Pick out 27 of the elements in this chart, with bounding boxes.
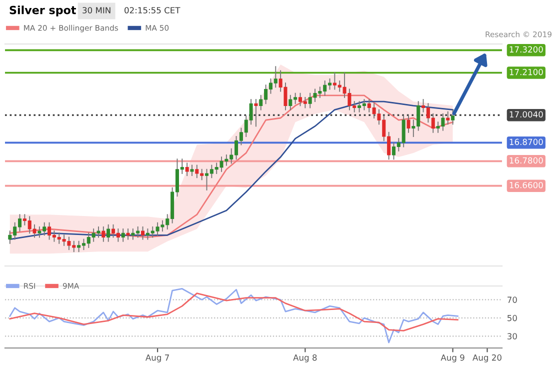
ref-line-label: 17.0040 — [510, 111, 543, 118]
ref-line-label: 16.6600 — [510, 182, 543, 188]
y-tick-label: 50 — [508, 314, 517, 322]
ref-line-label: 16.8700 — [510, 138, 543, 146]
candlestick — [190, 164, 194, 176]
candlestick — [141, 226, 145, 240]
candlestick — [126, 228, 130, 240]
candlestick — [121, 228, 125, 242]
candlestick — [106, 224, 110, 242]
ref-line-label: 17.3200 — [510, 46, 543, 53]
x-tick-label: Aug 9 — [440, 354, 464, 362]
chart-title: Silver spot — [10, 6, 76, 16]
ref-line-label: 17.2100 — [510, 68, 543, 76]
candlestick — [254, 99, 258, 127]
x-tick-label: Aug 7 — [146, 354, 169, 362]
chart-subtitle: 30 MIN — [82, 7, 110, 14]
candlestick — [102, 226, 106, 242]
candlestick — [446, 111, 450, 125]
text: Aug 20 — [472, 354, 502, 362]
candlestick — [185, 162, 189, 176]
candlestick — [451, 109, 455, 125]
x-tick-label: Aug 8 — [293, 354, 317, 362]
candlestick — [406, 115, 410, 133]
y-tick-label: 30 — [507, 333, 517, 340]
y-tick-label: 70 — [508, 296, 517, 303]
text: 02:15:55 CET — [124, 7, 180, 14]
ref-line-label: 16.7800 — [510, 157, 543, 164]
